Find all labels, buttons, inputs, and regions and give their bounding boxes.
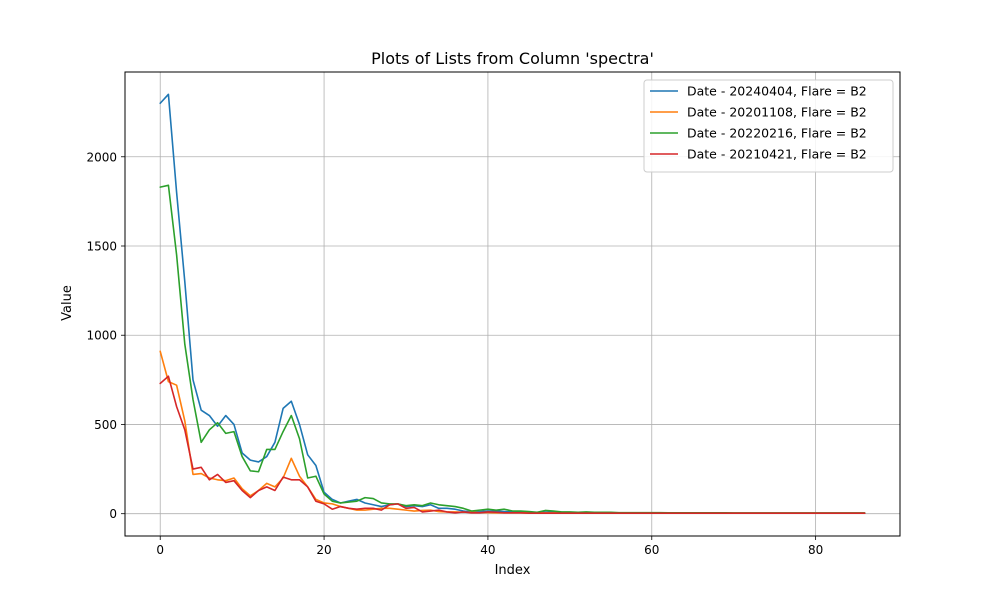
axis-ticks: 0 20 40 60 80 0 500 1000 1500 2000 xyxy=(86,150,823,557)
series-lines xyxy=(159,93,866,514)
x-axis-label: Index xyxy=(495,563,531,578)
chart-title: Plots of Lists from Column 'spectra' xyxy=(371,49,654,68)
legend-entry: Date - 20201108, Flare = B2 xyxy=(687,105,867,120)
series-line-3 xyxy=(159,184,866,514)
legend-box xyxy=(643,79,894,173)
y-tick-label: 1500 xyxy=(86,240,117,254)
plot-area-frame xyxy=(124,71,901,537)
x-tick-label: 0 xyxy=(156,543,164,557)
series-line-2 xyxy=(159,350,866,514)
y-tick-label: 500 xyxy=(94,418,117,432)
series-line-4 xyxy=(159,375,866,514)
y-tick-label: 2000 xyxy=(86,150,117,164)
legend-entry: Date - 20210421, Flare = B2 xyxy=(687,147,867,162)
y-axis-label: Value xyxy=(60,285,75,321)
legend: Date - 20240404, Flare = B2 Date - 202011… xyxy=(643,79,894,173)
x-tick-label: 20 xyxy=(316,543,331,557)
legend-entry: Date - 20220216, Flare = B2 xyxy=(687,126,867,141)
x-tick-label: 40 xyxy=(480,543,495,557)
y-tick-label: 0 xyxy=(109,507,117,521)
legend-entry: Date - 20240404, Flare = B2 xyxy=(687,84,867,99)
x-tick-label: 80 xyxy=(808,543,823,557)
y-tick-label: 1000 xyxy=(86,329,117,343)
x-tick-label: 60 xyxy=(644,543,659,557)
